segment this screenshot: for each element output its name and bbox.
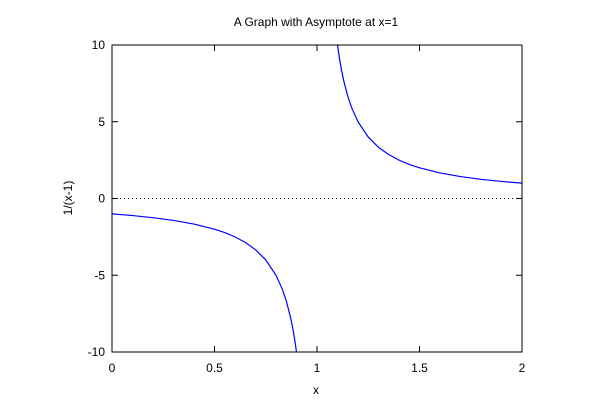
y-tick-label: -10 xyxy=(88,345,106,359)
curve-segment-left xyxy=(111,213,298,353)
x-tick-label: 2 xyxy=(519,361,526,375)
x-axis-label: x xyxy=(313,383,319,397)
x-tick-label: 0 xyxy=(109,361,116,375)
y-axis-label: 1/(x-1) xyxy=(61,181,75,216)
y-tick-label: 10 xyxy=(92,38,106,52)
x-tick-label: 0.5 xyxy=(206,361,223,375)
x-tick-label: 1 xyxy=(314,361,321,375)
chart-title: A Graph with Asymptote at x=1 xyxy=(234,15,399,29)
plot-area: 0 0.5 1 1.5 2 -10 -5 0 5 10 xyxy=(88,38,526,375)
curve-segment-right xyxy=(336,44,523,184)
y-tick-label: 5 xyxy=(98,115,105,129)
y-tick-label: -5 xyxy=(94,268,105,282)
y-tick-label: 0 xyxy=(98,192,105,206)
x-tick-label: 1.5 xyxy=(411,361,428,375)
